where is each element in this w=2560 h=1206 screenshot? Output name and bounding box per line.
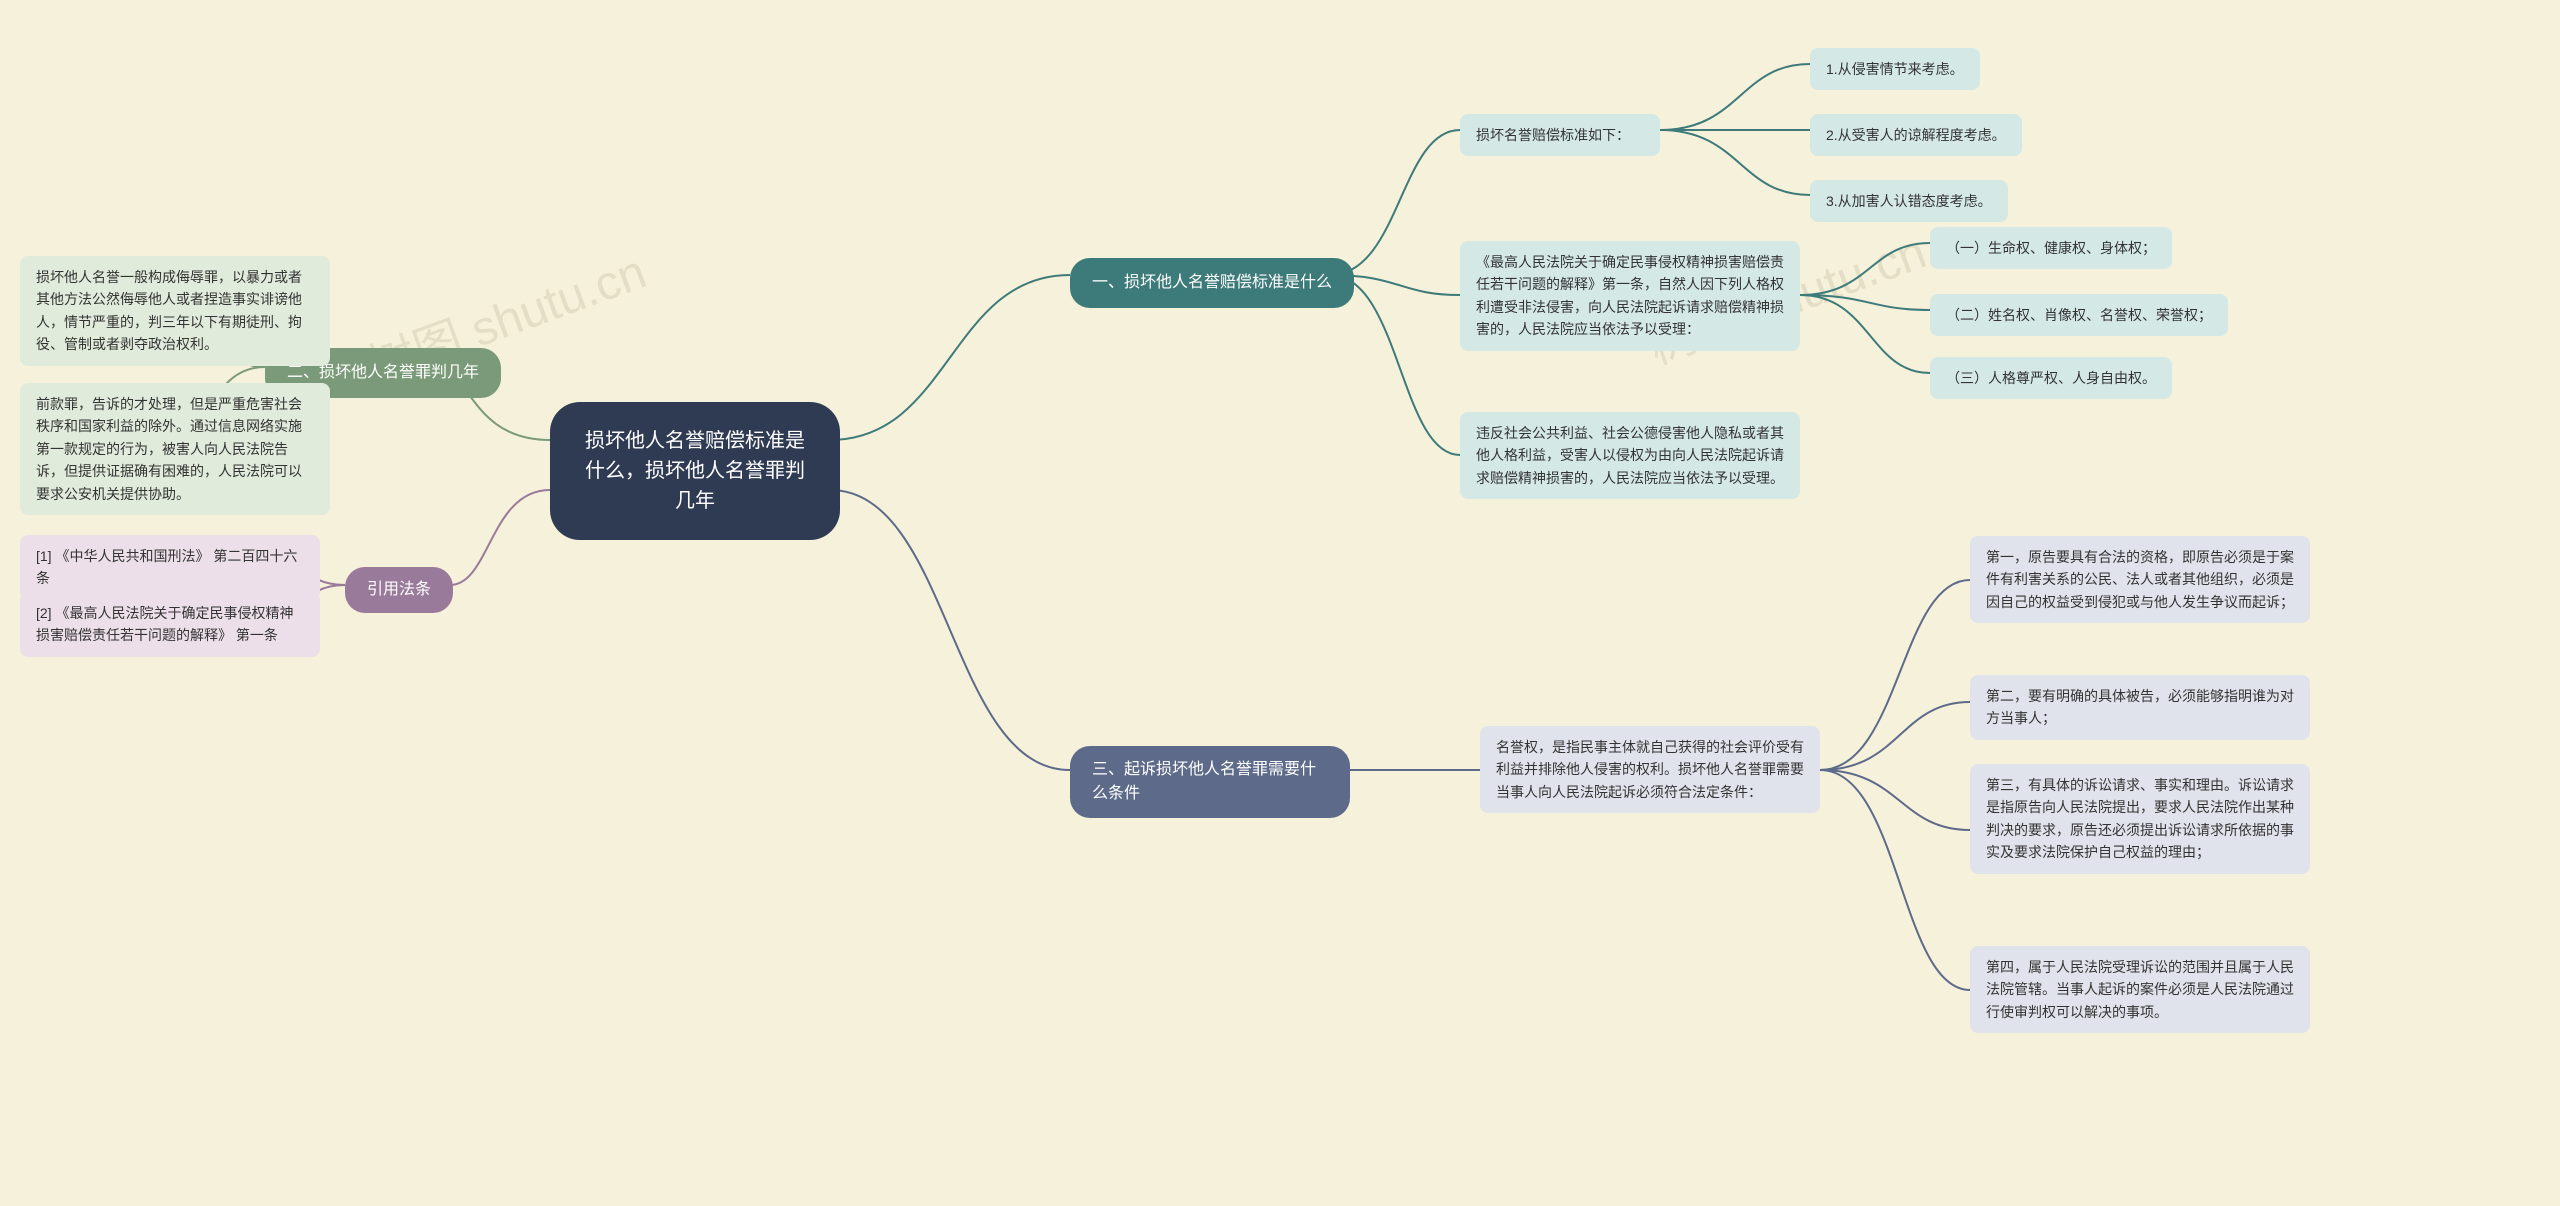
node-s1b3: （三）人格尊严权、人身自由权。 bbox=[1930, 357, 2172, 399]
node-s1c: 违反社会公共利益、社会公德侵害他人隐私或者其他人格利益，受害人以侵权为由向人民法… bbox=[1460, 412, 1800, 499]
node-s1a2: 2.从受害人的谅解程度考虑。 bbox=[1810, 114, 2022, 156]
node-s1a: 损坏名誉赔偿标准如下： bbox=[1460, 114, 1660, 156]
node-s1b1: （一）生命权、健康权、身体权； bbox=[1930, 227, 2172, 269]
branch-3: 三、起诉损坏他人名誉罪需要什么条件 bbox=[1070, 746, 1350, 818]
branch-1: 一、损坏他人名誉赔偿标准是什么 bbox=[1070, 258, 1354, 308]
node-s3a4: 第四，属于人民法院受理诉讼的范围并且属于人民法院管辖。当事人起诉的案件必须是人民… bbox=[1970, 946, 2310, 1033]
node-s2b: 前款罪，告诉的才处理，但是严重危害社会秩序和国家利益的除外。通过信息网络实施第一… bbox=[20, 383, 330, 515]
root-node: 损坏他人名誉赔偿标准是什么，损坏他人名誉罪判几年 bbox=[550, 402, 840, 540]
node-s3a1: 第一，原告要具有合法的资格，即原告必须是于案件有利害关系的公民、法人或者其他组织… bbox=[1970, 536, 2310, 623]
node-s3a2: 第二，要有明确的具体被告，必须能够指明谁为对方当事人； bbox=[1970, 675, 2310, 740]
node-s1b: 《最高人民法院关于确定民事侵权精神损害赔偿责任若干问题的解释》第一条，自然人因下… bbox=[1460, 241, 1800, 351]
node-s1a1: 1.从侵害情节来考虑。 bbox=[1810, 48, 1980, 90]
node-s3a: 名誉权，是指民事主体就自己获得的社会评价受有利益并排除他人侵害的权利。损坏他人名… bbox=[1480, 726, 1820, 813]
node-s3a3: 第三，有具体的诉讼请求、事实和理由。诉讼请求是指原告向人民法院提出，要求人民法院… bbox=[1970, 764, 2310, 874]
node-s1b2: （二）姓名权、肖像权、名誉权、荣誉权； bbox=[1930, 294, 2228, 336]
node-s1a3: 3.从加害人认错态度考虑。 bbox=[1810, 180, 2008, 222]
node-s4b: [2] 《最高人民法院关于确定民事侵权精神损害赔偿责任若干问题的解释》 第一条 bbox=[20, 592, 320, 657]
node-s2a: 损坏他人名誉一般构成侮辱罪，以暴力或者其他方法公然侮辱他人或者捏造事实诽谤他人，… bbox=[20, 256, 330, 366]
node-s4a: [1] 《中华人民共和国刑法》 第二百四十六条 bbox=[20, 535, 320, 600]
branch-4: 引用法条 bbox=[345, 567, 453, 613]
